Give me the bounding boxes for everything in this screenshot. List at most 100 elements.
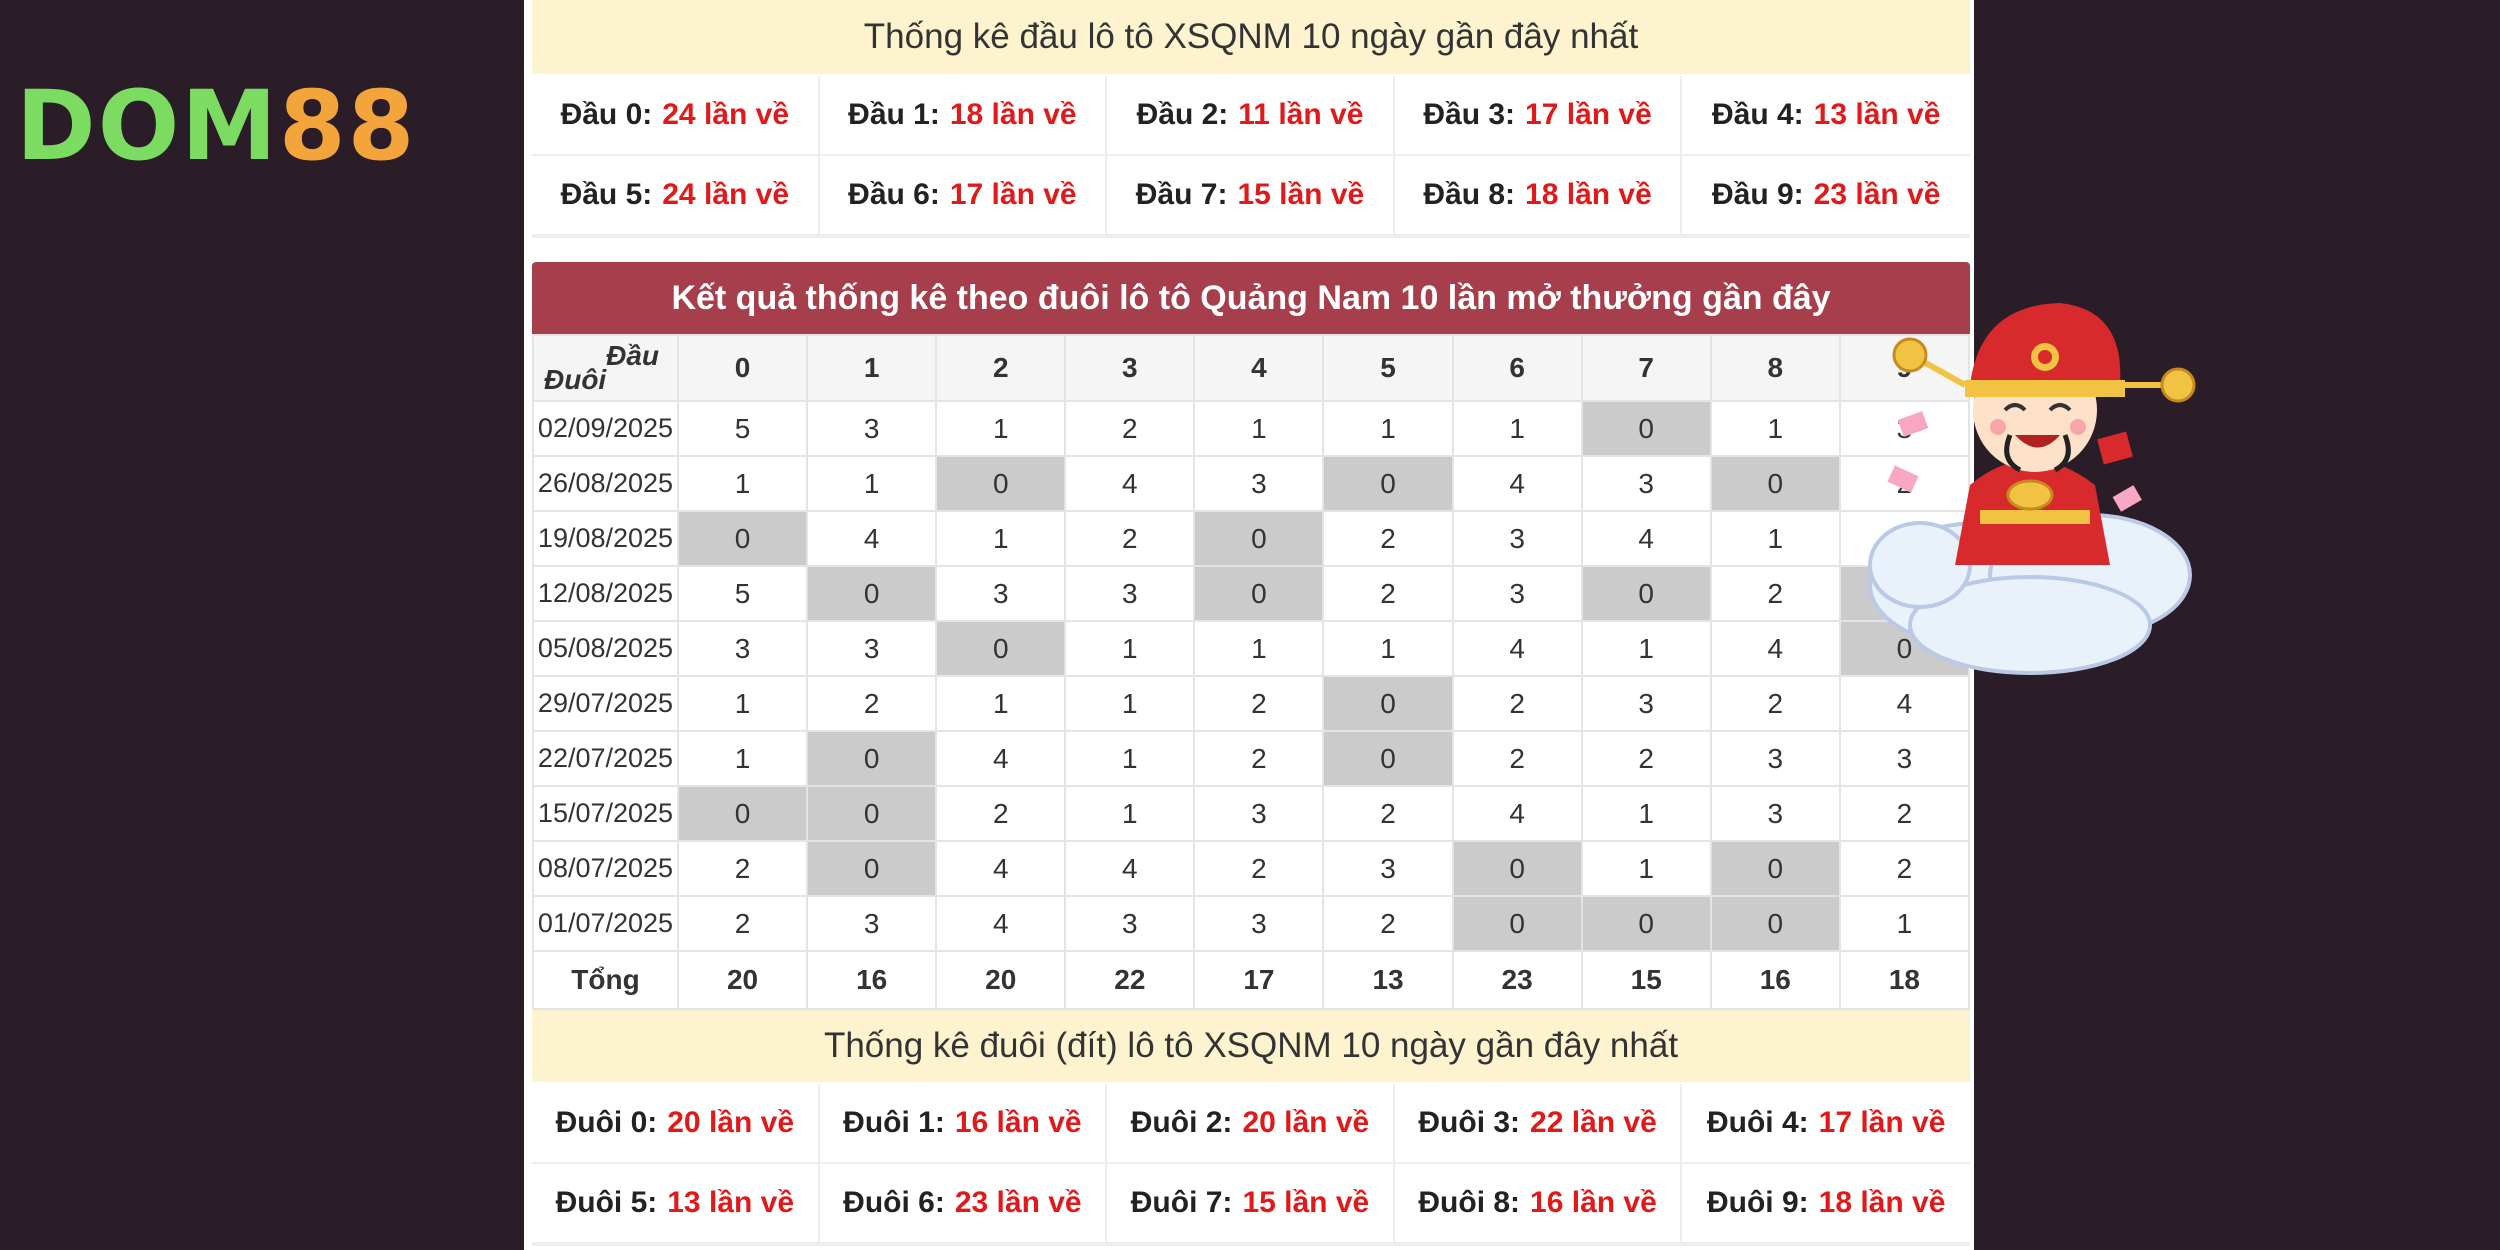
table-cell: 3 bbox=[806, 400, 938, 457]
column-header-3: 3 bbox=[1064, 334, 1196, 402]
table-cell: 1 bbox=[935, 510, 1067, 567]
table-row: 02/09/20255312111013 bbox=[532, 400, 1971, 457]
tail-stat-value: 18 lần về bbox=[1818, 1186, 1946, 1219]
table-cell: 4 bbox=[1451, 785, 1583, 842]
table-row: 08/07/2025 2 0 4 4 2 3 0 1 0 2 bbox=[532, 840, 1971, 897]
column-header-6: 6 bbox=[1451, 334, 1583, 402]
tail-stat-value: 16 lần về bbox=[1530, 1186, 1657, 1219]
stats-table: Đầu Đuôi 0123456789 02/09/20255312111013… bbox=[532, 334, 1971, 1010]
total-cell: 22 bbox=[1064, 950, 1196, 1010]
table-cell: 0 bbox=[935, 455, 1067, 512]
table-cell: 3 bbox=[1064, 895, 1196, 952]
total-cell: 20 bbox=[935, 950, 1067, 1010]
head-stat-label: Đầu 5: bbox=[560, 178, 653, 211]
table-cell: 1 bbox=[676, 730, 809, 787]
table-cell: 0 bbox=[1193, 565, 1325, 622]
table-cell: 2 bbox=[935, 785, 1067, 842]
head-stats-grid: Đầu 0: 24 lần về Đầu 1: 18 lần về Đầu 2: 11 l… bbox=[532, 76, 1970, 238]
table-row: 19/08/20250412023412 bbox=[532, 510, 1971, 567]
table-cell: 2 bbox=[676, 840, 809, 897]
table-cell: 0 bbox=[935, 620, 1067, 677]
tail-stat-1: Đuôi 1: 16 lần về bbox=[819, 1084, 1108, 1164]
table-cell: 4 bbox=[935, 840, 1067, 897]
logo-part-88: 88 bbox=[278, 70, 417, 182]
table-cell: 1 bbox=[1451, 400, 1583, 457]
head-stat-value: 15 lần về bbox=[1237, 178, 1365, 211]
table-cell: 4 bbox=[1451, 620, 1583, 677]
tail-stat-4: Đuôi 4: 17 lần về bbox=[1682, 1084, 1970, 1164]
table-cell: 4 bbox=[1709, 620, 1841, 677]
head-stat-value: 17 lần về bbox=[1525, 98, 1652, 131]
row-date: 05/08/2025 bbox=[532, 620, 679, 677]
table-row: 29/07/2025 1 2 1 1 2 0 2 3 2 4 bbox=[532, 675, 1971, 732]
table-cell: 2 bbox=[676, 895, 809, 952]
table-cell: 2 bbox=[1193, 840, 1325, 897]
table-row: 22/07/2025 1 0 4 1 2 0 2 2 3 3 bbox=[532, 730, 1971, 787]
table-cell: 3 bbox=[1322, 840, 1454, 897]
table-cell: 4 bbox=[1064, 840, 1196, 897]
table-cell: 3 bbox=[935, 565, 1067, 622]
head-stat-6: Đầu 6: 17 lần về bbox=[819, 156, 1108, 236]
column-header-1: 1 bbox=[806, 334, 938, 402]
head-stat-label: Đầu 3: bbox=[1423, 98, 1516, 131]
head-stat-value: 18 lần về bbox=[949, 98, 1077, 131]
table-cell: 1 bbox=[1709, 400, 1841, 457]
brand-logo[interactable]: DOM88 bbox=[16, 78, 416, 174]
head-stat-value: 17 lần về bbox=[949, 178, 1077, 211]
head-stat-3: Đầu 3: 17 lần về bbox=[1394, 76, 1683, 156]
table-cell: 1 bbox=[1838, 895, 1971, 952]
head-stat-8: Đầu 8: 18 lần về bbox=[1394, 156, 1683, 236]
table-cell: 1 bbox=[1322, 400, 1454, 457]
tail-stat-label: Đuôi 4: bbox=[1706, 1106, 1809, 1139]
head-stat-label: Đầu 7: bbox=[1135, 178, 1228, 211]
table-title: Kết quả thống kê theo đuôi lô tô Quảng N… bbox=[532, 262, 1970, 334]
table-cell: 3 bbox=[676, 620, 809, 677]
row-date: 08/07/2025 bbox=[532, 840, 679, 897]
table-cell: 5 bbox=[676, 565, 809, 622]
total-cell: 20 bbox=[676, 950, 809, 1010]
table-cell: 1 bbox=[1064, 730, 1196, 787]
table-cell: 1 bbox=[1709, 510, 1841, 567]
tail-stat-label: Đuôi 6: bbox=[843, 1186, 945, 1219]
tail-stat-value: 20 lần về bbox=[667, 1106, 795, 1139]
table-cell: 4 bbox=[1580, 510, 1712, 567]
table-cell: 0 bbox=[1193, 510, 1325, 567]
column-header-5: 5 bbox=[1322, 334, 1454, 402]
table-cell: 2 bbox=[1451, 675, 1583, 732]
head-stat-0: Đầu 0: 24 lần về bbox=[532, 76, 820, 156]
table-cell: 1 bbox=[806, 455, 938, 512]
table-cell: 2 bbox=[1838, 785, 1971, 842]
tail-stat-label: Đuôi 7: bbox=[1130, 1186, 1233, 1219]
table-cell: 0 bbox=[1709, 455, 1841, 512]
row-date: 19/08/2025 bbox=[532, 510, 679, 567]
table-cell: 4 bbox=[1064, 455, 1196, 512]
table-cell: 3 bbox=[1709, 785, 1841, 842]
table-cell: 1 bbox=[935, 400, 1067, 457]
table-cell: 3 bbox=[1580, 455, 1712, 512]
column-header-7: 7 bbox=[1580, 334, 1712, 402]
table-cell: 5 bbox=[676, 400, 809, 457]
table-cell: 3 bbox=[1451, 565, 1583, 622]
tail-stat-8: Đuôi 8: 16 lần về bbox=[1394, 1164, 1683, 1244]
table-row: 15/07/2025 0 0 2 1 3 2 4 1 3 2 bbox=[532, 785, 1971, 842]
tail-stat-value: 17 lần về bbox=[1818, 1106, 1946, 1139]
logo-part-dom: DOM bbox=[16, 70, 279, 182]
total-cell: 16 bbox=[1709, 950, 1841, 1010]
tail-stat-value: 15 lần về bbox=[1242, 1186, 1370, 1219]
head-stat-label: Đầu 0: bbox=[560, 98, 653, 131]
row-date: 15/07/2025 bbox=[532, 785, 679, 842]
total-cell: 23 bbox=[1451, 950, 1583, 1010]
table-row: 01/07/2025 2 3 4 3 3 2 0 0 0 1 bbox=[532, 895, 1971, 952]
table-cell: 2 bbox=[806, 675, 938, 732]
tail-stat-value: 23 lần về bbox=[954, 1186, 1082, 1219]
table-cell: 3 bbox=[1064, 565, 1196, 622]
table-cell: 3 bbox=[806, 620, 938, 677]
table-cell: 0 bbox=[676, 785, 809, 842]
head-stat-label: Đầu 2: bbox=[1136, 98, 1229, 131]
row-date: 22/07/2025 bbox=[532, 730, 679, 787]
head-stat-label: Đầu 9: bbox=[1711, 178, 1804, 211]
table-cell: 0 bbox=[1451, 840, 1583, 897]
table-cell: 2 bbox=[1322, 565, 1454, 622]
table-cell: 0 bbox=[1580, 400, 1712, 457]
